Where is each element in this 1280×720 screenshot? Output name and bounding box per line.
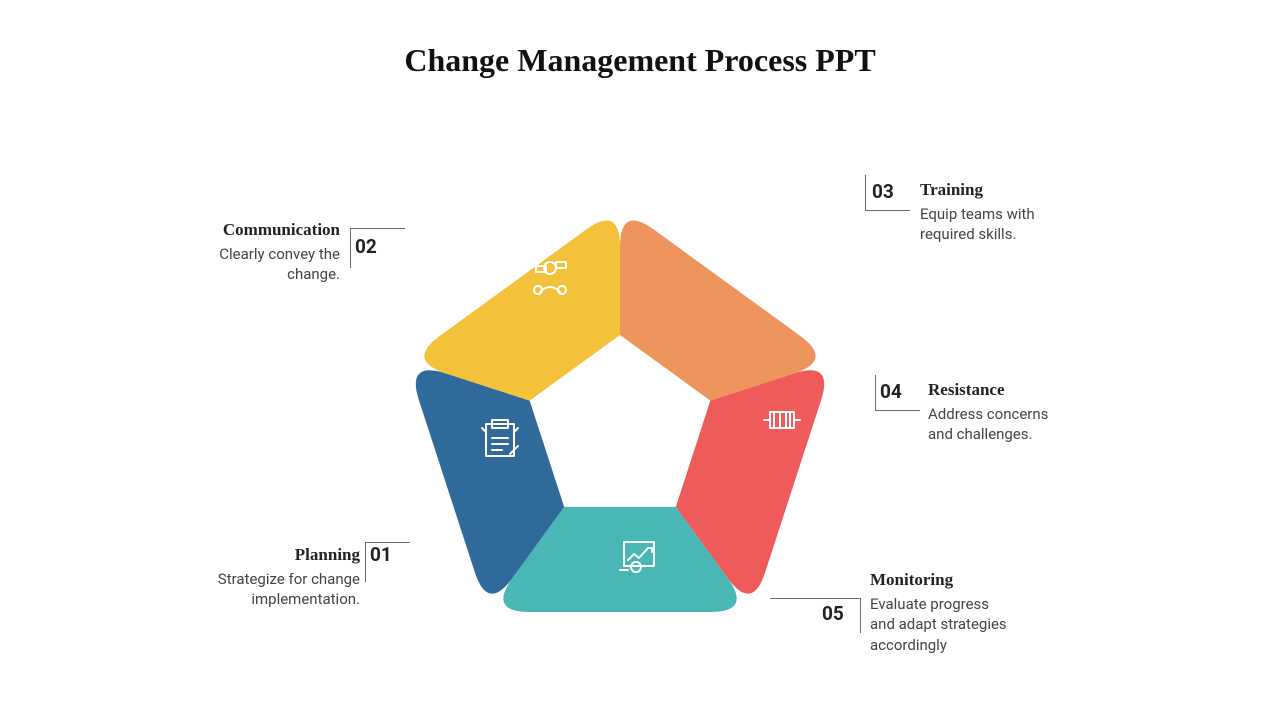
leader-line-v-resistance [875, 375, 876, 410]
label-communication: Communication Clearly convey thechange. [150, 220, 340, 285]
label-planning: Planning Strategize for changeimplementat… [170, 545, 360, 610]
step-number-planning: 01 [370, 543, 392, 566]
slide-stage: Change Management Process PPT 01Planning… [0, 0, 1280, 720]
training-icon [688, 224, 726, 258]
label-monitoring: Monitoring Evaluate progressand adapt str… [870, 570, 1090, 655]
step-number-communication: 02 [355, 235, 377, 258]
leader-line-v-training [865, 175, 866, 210]
leader-line-v-monitoring [860, 598, 861, 633]
leader-line-resistance [875, 410, 920, 411]
cycle-segment-training [424, 221, 620, 401]
label-heading-communication: Communication [150, 220, 340, 240]
step-number-resistance: 04 [880, 380, 902, 403]
leader-line-training [865, 210, 910, 211]
step-number-monitoring: 05 [822, 602, 844, 625]
step-number-training: 03 [872, 180, 894, 203]
leader-line-v-communication [350, 228, 351, 268]
label-heading-planning: Planning [170, 545, 360, 565]
leader-line-v-planning [365, 542, 366, 582]
label-training: Training Equip teams withrequired skills. [920, 180, 1120, 245]
label-desc-communication: Clearly convey thechange. [150, 244, 340, 285]
label-desc-monitoring: Evaluate progressand adapt strategiesacc… [870, 594, 1090, 655]
label-desc-planning: Strategize for changeimplementation. [170, 569, 360, 610]
leader-line-monitoring [770, 598, 860, 599]
label-heading-monitoring: Monitoring [870, 570, 1090, 590]
leader-line-communication [350, 228, 405, 229]
label-desc-resistance: Address concernsand challenges. [928, 404, 1128, 445]
label-heading-resistance: Resistance [928, 380, 1128, 400]
label-heading-training: Training [920, 180, 1120, 200]
label-desc-training: Equip teams withrequired skills. [920, 204, 1120, 245]
cycle-segment-communication [620, 221, 816, 401]
label-resistance: Resistance Address concernsand challenges… [928, 380, 1128, 445]
